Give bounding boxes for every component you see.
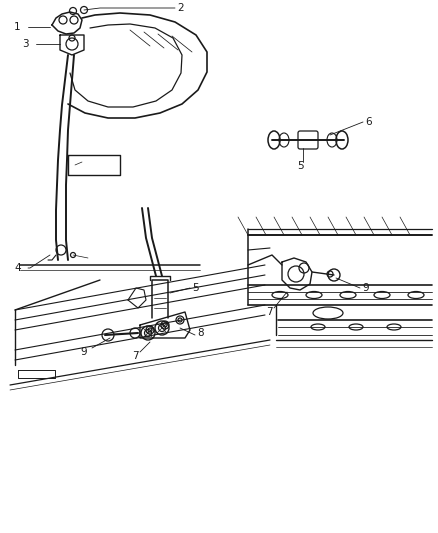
Text: 9: 9 <box>80 347 87 357</box>
Text: 4: 4 <box>14 263 21 273</box>
Text: 1: 1 <box>14 22 21 32</box>
Text: 9: 9 <box>362 283 369 293</box>
Text: 5: 5 <box>297 161 303 171</box>
Text: 6: 6 <box>365 117 371 127</box>
Text: 2: 2 <box>177 3 184 13</box>
Text: 3: 3 <box>22 39 28 49</box>
Text: 7: 7 <box>132 351 138 361</box>
Text: 5: 5 <box>192 283 198 293</box>
Text: 8: 8 <box>197 328 204 338</box>
Text: 7: 7 <box>266 307 272 317</box>
